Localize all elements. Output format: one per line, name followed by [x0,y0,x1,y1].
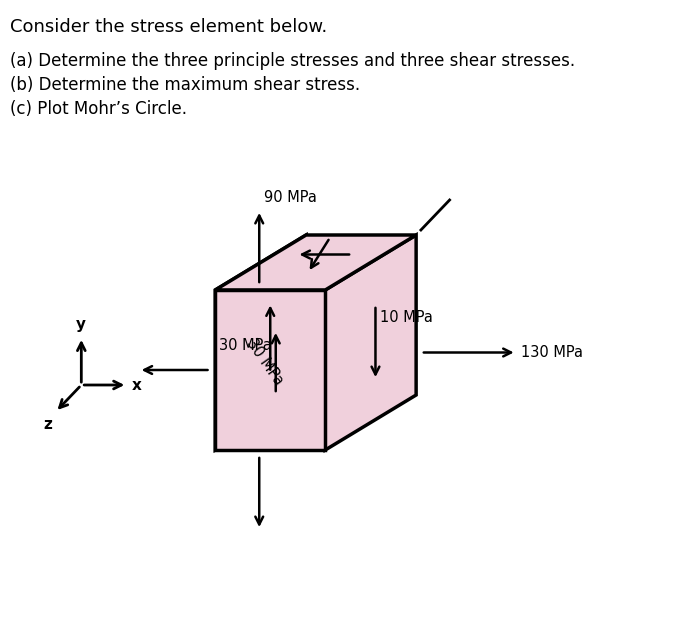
Polygon shape [215,290,326,450]
Text: x: x [132,377,142,392]
Text: (b) Determine the maximum shear stress.: (b) Determine the maximum shear stress. [10,76,360,94]
Text: y: y [76,317,86,332]
Text: 130 MPa: 130 MPa [522,345,583,360]
Text: z: z [43,418,52,433]
Text: (a) Determine the three principle stresses and three shear stresses.: (a) Determine the three principle stress… [10,52,575,70]
Polygon shape [326,235,416,450]
Text: Consider the stress element below.: Consider the stress element below. [10,18,327,36]
Text: (c) Plot Mohr’s Circle.: (c) Plot Mohr’s Circle. [10,100,187,118]
Text: 10 MPa: 10 MPa [380,310,433,325]
Polygon shape [215,235,416,290]
Polygon shape [215,235,306,450]
Text: 30 MPa: 30 MPa [219,338,272,354]
Text: 90 MPa: 90 MPa [264,190,317,205]
Text: 30 MPa: 30 MPa [244,337,286,388]
